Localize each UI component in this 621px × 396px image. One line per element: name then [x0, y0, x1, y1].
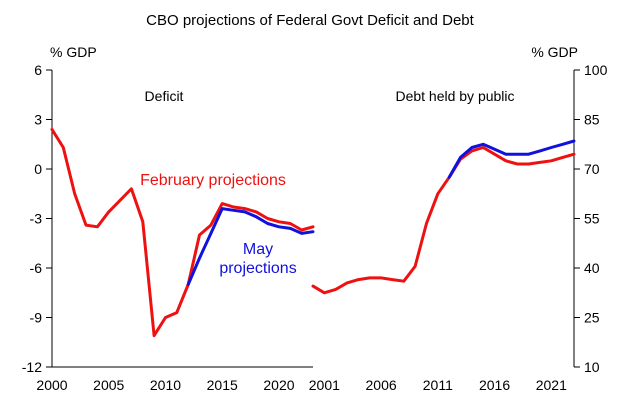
- debt-y-axis-label: % GDP: [531, 44, 578, 60]
- may-projections-annotation: projections: [219, 260, 296, 277]
- february-projections-annotation: February projections: [140, 172, 286, 189]
- deficit-y-axis-label: % GDP: [50, 44, 97, 60]
- debt-x-tick-label: 2021: [536, 377, 567, 393]
- deficit-y-tick-label: -3: [30, 211, 43, 227]
- debt-x-tick-label: 2016: [479, 377, 510, 393]
- debt-y-tick-label: 55: [584, 211, 600, 227]
- debt-series-february-projections: [311, 146, 576, 295]
- deficit-x-tick-label: 2005: [93, 377, 124, 393]
- debt-x-tick-label: 2006: [366, 377, 397, 393]
- deficit-series-february-projections: [50, 127, 315, 338]
- deficit-y-tick-label: -9: [30, 310, 43, 326]
- chart-title: CBO projections of Federal Govt Deficit …: [146, 12, 474, 29]
- may-projections-annotation: May: [243, 241, 273, 258]
- debt-y-tick-label: 10: [584, 359, 600, 375]
- debt-y-tick-label: 70: [584, 161, 600, 177]
- deficit-y-tick-label: 0: [34, 161, 42, 177]
- deficit-x-tick-label: 2020: [263, 377, 294, 393]
- deficit-x-tick-label: 2010: [150, 377, 181, 393]
- debt-panel-title: Debt held by public: [395, 88, 514, 104]
- debt-y-tick-label: 100: [584, 62, 608, 78]
- debt-x-tick-label: 2011: [423, 377, 453, 393]
- debt-y-tick-label: 40: [584, 260, 600, 276]
- debt-y-tick-label: 85: [584, 112, 600, 128]
- deficit-x-tick-label: 2015: [207, 377, 238, 393]
- debt-series-may-projections: [447, 139, 576, 179]
- deficit-y-tick-label: 3: [34, 112, 42, 128]
- deficit-panel-title: Deficit: [145, 88, 184, 104]
- deficit-series-may-projections: [186, 207, 315, 286]
- deficit-y-tick-label: 6: [34, 62, 42, 78]
- deficit-x-tick-label: 2000: [36, 377, 67, 393]
- deficit-y-tick-label: -12: [22, 359, 42, 375]
- debt-y-tick-label: 25: [584, 310, 600, 326]
- debt-x-tick-label: 2001: [309, 377, 340, 393]
- deficit-panel: 6 3 0 -3 -6 -9 -12 2000 2005 2010 2015 2020 % GDP Def…: [22, 44, 315, 393]
- deficit-y-tick-label: -6: [30, 260, 43, 276]
- debt-panel: 100 85 70 55 40 25 10 2001 2006 2011 2016 2021 % GDP…: [309, 44, 608, 393]
